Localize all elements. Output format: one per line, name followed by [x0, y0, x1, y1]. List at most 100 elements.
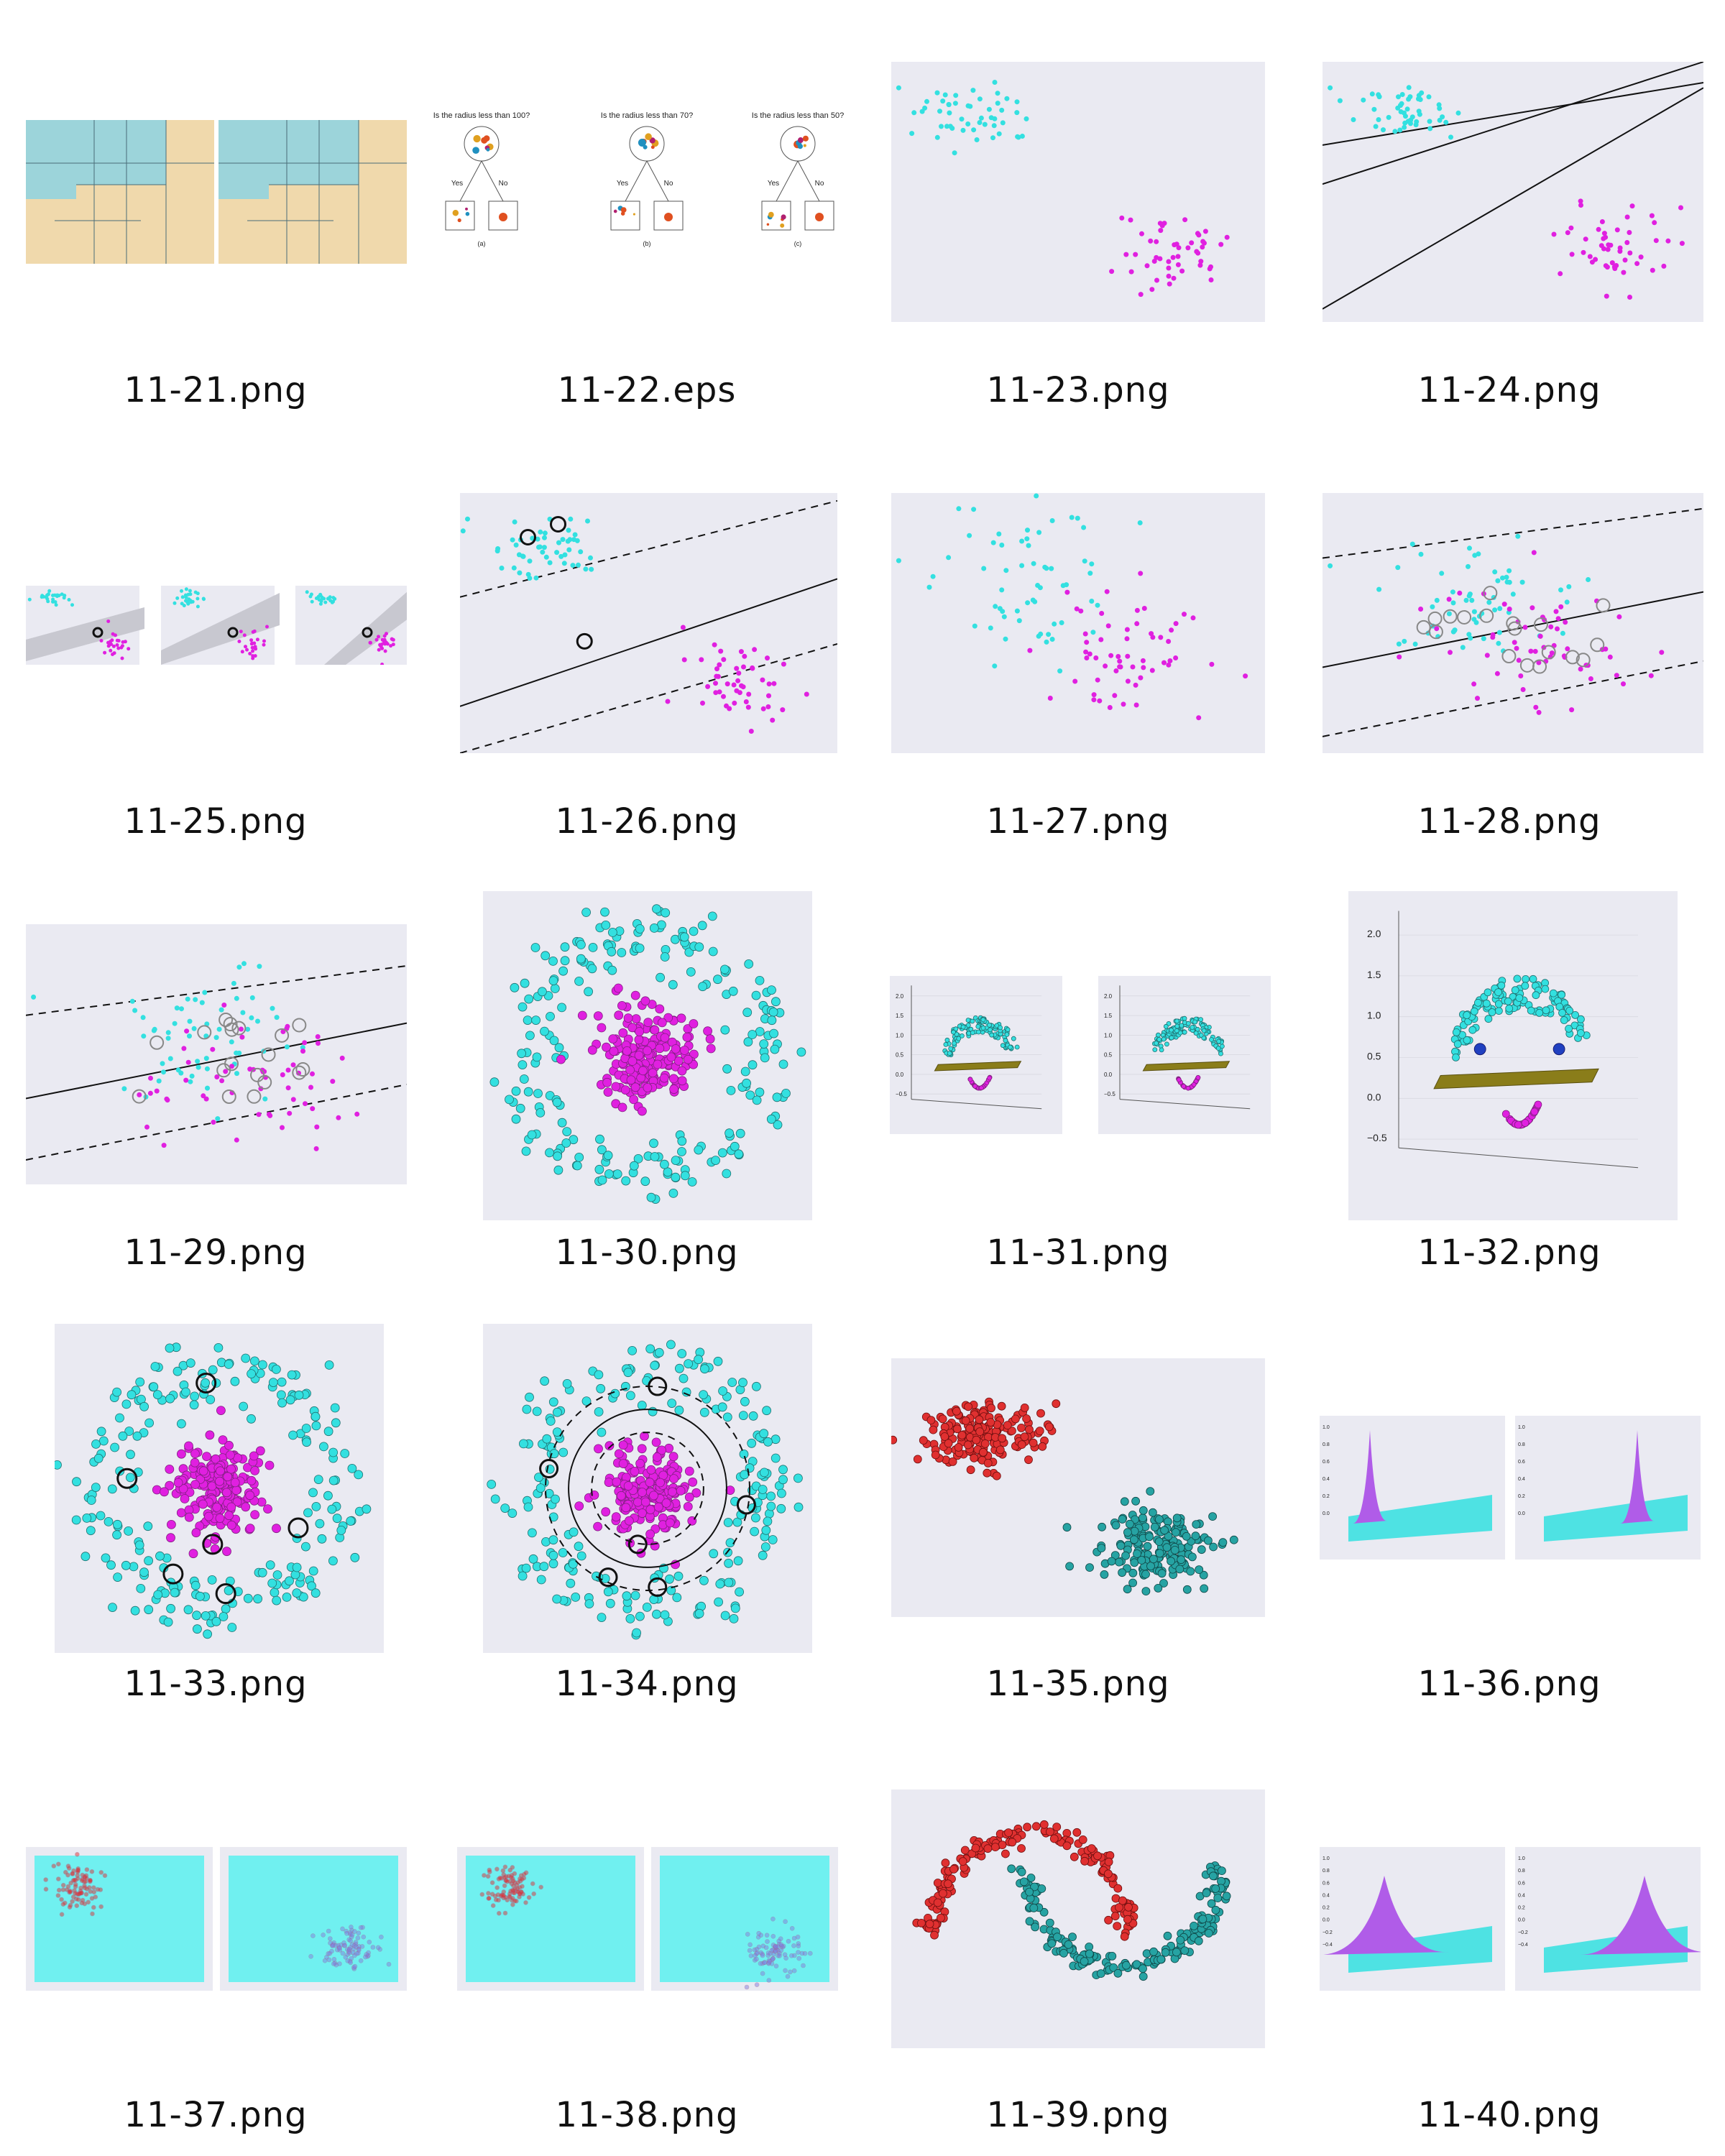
margin-bands-thumbnail[interactable]: [26, 586, 407, 665]
data-point: [547, 560, 553, 566]
data-point: [1436, 102, 1442, 108]
decision-tree-thumbnail[interactable]: Is the radius less than 100? Yes No (a) Is t…: [431, 108, 862, 273]
file-name-label[interactable]: 11-39.png: [986, 2095, 1170, 2135]
file-item[interactable]: Is the radius less than 100? Yes No (a) Is t…: [431, 0, 862, 431]
file-item[interactable]: 11-38.png: [431, 1725, 862, 2156]
red-teal-clusters-thumbnail[interactable]: [891, 1358, 1265, 1617]
separating-lines-thumbnail[interactable]: [1322, 62, 1703, 322]
file-name-label[interactable]: 11-36.png: [1417, 1664, 1601, 1704]
file-name-label[interactable]: 11-38.png: [555, 2095, 739, 2135]
data-point: [1008, 1044, 1013, 1050]
data-point: [310, 1071, 315, 1077]
data-point: [707, 911, 717, 921]
data-point: [750, 665, 755, 671]
file-item[interactable]: 1.0 0.8 0.6 0.4 0.2 0.0 1.0 0.8 0.6 0.4 0.2 0.0 11-3…: [1294, 1294, 1725, 1725]
file-name-label[interactable]: 11-33.png: [124, 1664, 308, 1704]
file-item[interactable]: 11-35.png: [862, 1294, 1294, 1725]
concentric-rings-thumbnail[interactable]: [483, 891, 812, 1220]
3d-gaussian-peak-thumbnail[interactable]: 1.0 0.8 0.6 0.4 0.2 0.0 1.0 0.8 0.6 0.4 0.2 0.0: [1320, 1416, 1701, 1560]
overlapping-clusters-thumbnail[interactable]: [891, 493, 1265, 753]
file-name-label[interactable]: 11-31.png: [986, 1233, 1170, 1273]
cluster-density-regions-alt-thumbnail[interactable]: [457, 1847, 838, 1991]
file-name-label[interactable]: 11-32.png: [1417, 1233, 1601, 1273]
file-item[interactable]: 11-29.png: [0, 862, 431, 1294]
data-point: [1381, 127, 1386, 133]
file-name-label[interactable]: 11-25.png: [124, 801, 308, 842]
two-clusters-scatter-thumbnail[interactable]: [891, 62, 1265, 322]
two-moons-thumbnail[interactable]: [891, 1789, 1265, 2048]
file-item[interactable]: 11-23.png: [862, 0, 1294, 431]
rings-support-vectors-thumbnail[interactable]: [55, 1324, 384, 1653]
tree-branch: [625, 160, 648, 202]
data-point: [1418, 607, 1424, 612]
decision-regions-thumbnail[interactable]: [26, 120, 407, 264]
data-point: [574, 1501, 584, 1511]
file-item[interactable]: 2.0 1.5 1.0 0.5 0.0 −0.5 2.0 1.5 1.0 0.5 0.0 −0.5 11…: [862, 862, 1294, 1294]
support-vector-marker: [295, 1062, 310, 1077]
file-name-label[interactable]: 11-35.png: [986, 1664, 1170, 1704]
file-item[interactable]: 11-33.png: [0, 1294, 431, 1725]
data-point: [172, 1366, 183, 1376]
data-point: [766, 681, 772, 687]
data-point: [1492, 607, 1498, 613]
file-name-label[interactable]: 11-28.png: [1417, 801, 1601, 842]
file-name-label[interactable]: 11-26.png: [555, 801, 739, 842]
svm-margin-thumbnail[interactable]: [460, 493, 837, 753]
rings-circular-boundary-thumbnail[interactable]: [483, 1324, 812, 1653]
file-item[interactable]: 2.0 1.5 1.0 0.5 0.0 −0.5 11-32.png: [1294, 862, 1725, 1294]
file-item[interactable]: 11-28.png: [1294, 431, 1725, 862]
axis-tick-label: −0.4: [1518, 1943, 1528, 1948]
data-point: [487, 1896, 492, 1901]
data-point: [970, 1030, 975, 1036]
cluster-density-regions-thumbnail[interactable]: [26, 1847, 407, 1991]
data-point: [1195, 231, 1200, 236]
data-point: [126, 647, 131, 651]
data-point: [1484, 988, 1492, 997]
file-name-label[interactable]: 11-37.png: [124, 2095, 308, 2135]
3d-smooth-surface-thumbnail[interactable]: 1.0 0.8 0.6 0.4 0.2 0.0 −0.2 −0.4 1.0 0.8 0.6 0.4 0.…: [1320, 1847, 1701, 1991]
file-name-label[interactable]: 11-24.png: [1417, 370, 1601, 410]
data-point: [576, 562, 581, 568]
file-name-label[interactable]: 11-21.png: [124, 370, 308, 410]
file-name-label[interactable]: 11-40.png: [1417, 2095, 1601, 2135]
3d-plane-pair-thumbnail[interactable]: 2.0 1.5 1.0 0.5 0.0 −0.5 2.0 1.5 1.0 0.5 0.0 −0.5: [890, 976, 1271, 1134]
soft-margin-svm-thumbnail[interactable]: [1322, 493, 1703, 753]
data-point: [221, 1003, 227, 1008]
data-point: [486, 147, 490, 152]
file-item[interactable]: 11-30.png: [431, 862, 862, 1294]
data-point: [941, 1858, 950, 1868]
data-point: [940, 1432, 949, 1441]
thumbnail-image: [1322, 62, 1703, 322]
data-point: [718, 1386, 728, 1396]
data-point: [300, 1045, 305, 1051]
data-point: [697, 921, 707, 931]
file-item[interactable]: 11-25.png: [0, 431, 431, 862]
data-point: [1515, 533, 1521, 539]
file-name-label[interactable]: 11-34.png: [555, 1664, 739, 1704]
thumbnail-image: 2.01.51.00.50.0−0.5: [1348, 891, 1678, 1220]
3d-plane-thumbnail[interactable]: 2.0 1.5 1.0 0.5 0.0 −0.5: [1348, 891, 1678, 1220]
data-point: [166, 1603, 176, 1613]
data-point: [383, 649, 387, 653]
data-point: [328, 1936, 333, 1941]
file-item[interactable]: 11-34.png: [431, 1294, 862, 1725]
data-point: [1601, 231, 1607, 236]
file-item[interactable]: 11-39.png: [862, 1725, 1294, 2156]
data-point: [201, 1378, 211, 1388]
file-item[interactable]: 11-26.png: [431, 431, 862, 862]
file-item[interactable]: 11-37.png: [0, 1725, 431, 2156]
soft-margin-svm-narrow-thumbnail[interactable]: [26, 924, 407, 1184]
file-name-label[interactable]: 11-23.png: [986, 370, 1170, 410]
file-item[interactable]: 11-24.png: [1294, 0, 1725, 431]
file-name-label[interactable]: 11-27.png: [986, 801, 1170, 842]
file-name-label[interactable]: 11-30.png: [555, 1233, 739, 1273]
data-point: [332, 1514, 342, 1524]
data-point: [663, 1013, 673, 1023]
file-name-label[interactable]: 11-22.eps: [557, 370, 737, 410]
file-name-label[interactable]: 11-29.png: [124, 1233, 308, 1273]
data-point: [660, 1610, 670, 1620]
file-item[interactable]: 11-27.png: [862, 431, 1294, 862]
file-item[interactable]: 1.0 0.8 0.6 0.4 0.2 0.0 −0.2 −0.4 1.0 0.8 0.6 0.4 0.…: [1294, 1725, 1725, 2156]
file-item[interactable]: 11-21.png: [0, 0, 431, 431]
data-point: [551, 1494, 560, 1504]
